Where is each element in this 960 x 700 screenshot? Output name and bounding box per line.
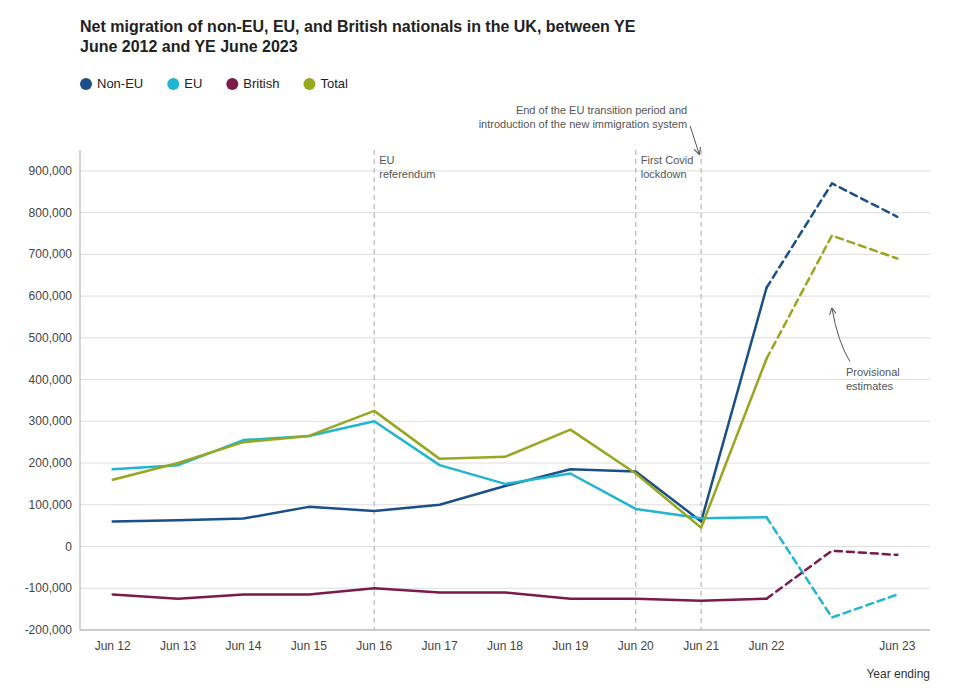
legend-swatch [80, 78, 92, 90]
x-axis-label: Year ending [866, 667, 930, 681]
legend-label: Non-EU [97, 76, 143, 91]
annotation: End of the EU transition period and intro… [479, 104, 687, 130]
reference-line [635, 150, 636, 630]
text-line: First Covid [641, 154, 694, 166]
lines [113, 183, 898, 617]
legend-label: Total [320, 76, 348, 91]
annotation-arrow [690, 126, 699, 154]
grid-line [80, 504, 930, 505]
series-line-provisional [767, 517, 898, 617]
y-tick-label: 400,000 [29, 373, 73, 387]
y-tick-label: 900,000 [29, 164, 73, 178]
legend-label: EU [184, 76, 202, 91]
text-line: Provisional [846, 366, 900, 378]
legend-swatch [226, 78, 238, 90]
text-line: estimates [846, 380, 894, 392]
x-tick-label: Jun 18 [487, 639, 523, 653]
series-line [113, 421, 767, 518]
y-tick-label: 0 [65, 540, 72, 554]
grid-line [80, 254, 930, 255]
grid-line [80, 546, 930, 547]
series-line-provisional [767, 551, 898, 599]
text-line: June 2012 and YE June 2023 [80, 38, 298, 55]
x-tick-label: Jun 17 [422, 639, 458, 653]
legend-swatch [167, 78, 179, 90]
y-tick-label: 300,000 [29, 414, 73, 428]
text-line: Net migration of non-EU, EU, and British… [80, 18, 636, 35]
legend-label: British [243, 76, 279, 91]
x-tick-label: Jun 21 [683, 639, 719, 653]
text-line: lockdown [641, 168, 687, 180]
y-axis-line [80, 150, 81, 630]
y-tick-label: 700,000 [29, 247, 73, 261]
series-line [113, 588, 767, 601]
x-tick-label: Jun 20 [618, 639, 654, 653]
text-line: EU [379, 154, 394, 166]
reference-line [701, 150, 702, 630]
y-tick-label: 100,000 [29, 498, 73, 512]
x-tick-label: Jun 23 [879, 639, 915, 653]
annotation-arrow [832, 308, 850, 361]
x-tick-label: Jun 13 [160, 639, 196, 653]
grid-line [80, 337, 930, 338]
x-tick-label: Jun 19 [552, 639, 588, 653]
x-tick-label: Jun 15 [291, 639, 327, 653]
y-tick-label: 800,000 [29, 206, 73, 220]
x-axis-line [80, 630, 930, 631]
y-tick-label: -200,000 [25, 623, 73, 637]
x-tick-label: Jun 16 [356, 639, 392, 653]
series-line [113, 288, 767, 522]
x-tick-label: Jun 12 [95, 639, 131, 653]
grid-line [80, 212, 930, 213]
grid [80, 171, 930, 630]
legend: Non-EU EU British Total [80, 76, 348, 91]
y-tick-label: 600,000 [29, 289, 73, 303]
chart: Net migration of non-EU, EU, and British… [0, 0, 960, 700]
reference-label: First Covid lockdown [641, 154, 694, 180]
y-tick-label: 500,000 [29, 331, 73, 345]
grid-line [80, 588, 930, 589]
title: Net migration of non-EU, EU, and British… [80, 18, 636, 55]
reference-line [374, 150, 375, 630]
x-tick-label: Jun 22 [749, 639, 785, 653]
legend-swatch [303, 78, 315, 90]
grid-line [80, 170, 930, 171]
y-tick-label: -100,000 [25, 581, 73, 595]
reference-label: EU referendum [379, 154, 435, 180]
grid-line [80, 463, 930, 464]
series-line-provisional [767, 236, 898, 359]
annotation: Provisional estimates [846, 366, 900, 392]
grid-line [80, 379, 930, 380]
text-line: End of the EU transition period and [516, 104, 687, 116]
series-line [113, 359, 767, 528]
text-line: referendum [379, 168, 435, 180]
grid-line [80, 421, 930, 422]
grid-line [80, 630, 930, 631]
x-tick-label: Jun 14 [225, 639, 261, 653]
text-line: introduction of the new immigration syst… [479, 118, 687, 130]
grid-line [80, 296, 930, 297]
y-tick-label: 200,000 [29, 456, 73, 470]
